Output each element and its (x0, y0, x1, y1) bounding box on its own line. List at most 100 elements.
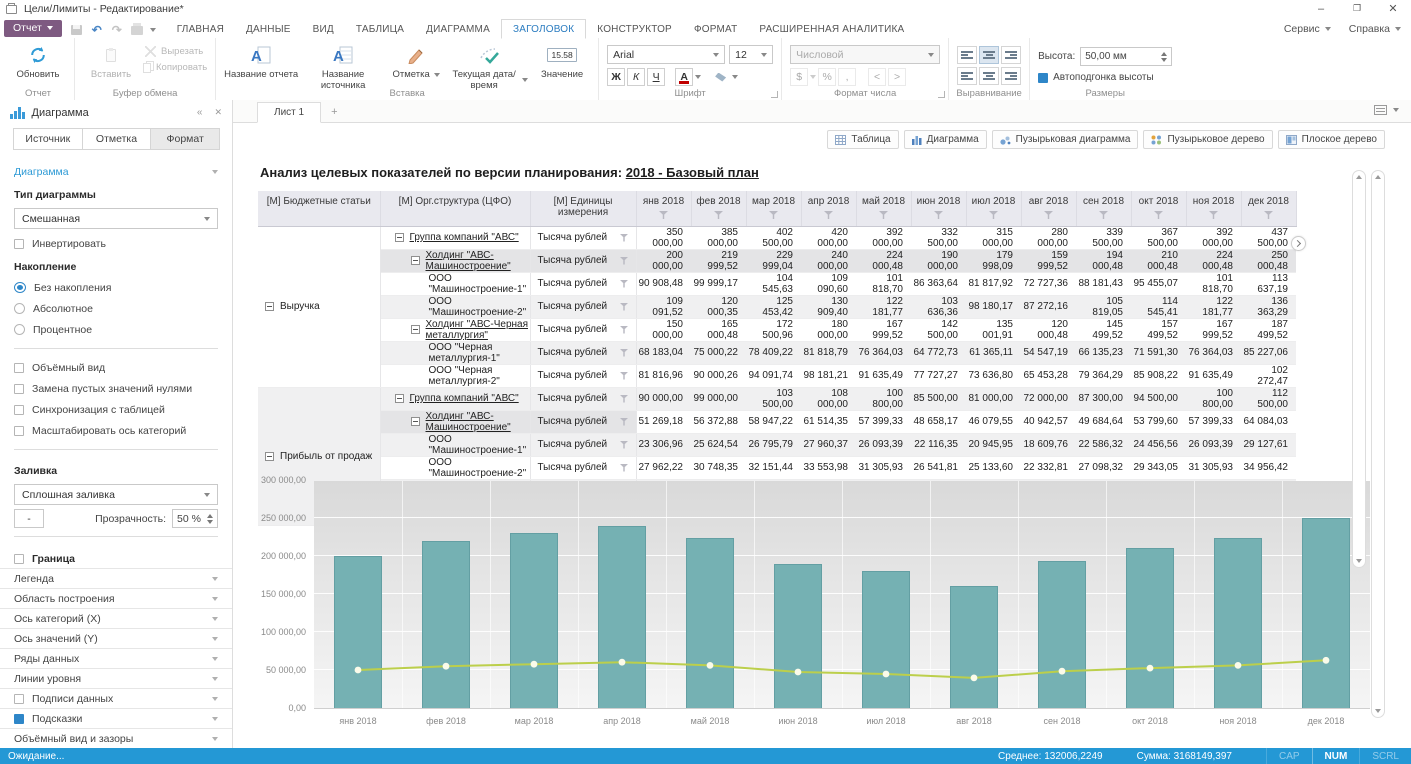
maximize-icon[interactable] (1339, 0, 1375, 17)
value-cell[interactable]: 100 800,00 (1186, 387, 1241, 411)
fill-color-picker[interactable]: - (14, 509, 44, 528)
option-checkbox[interactable] (14, 425, 24, 436)
value-cell[interactable]: 24 456,56 (1131, 433, 1186, 457)
value-cell[interactable]: 219 999,52 (691, 249, 746, 273)
org-structure-cell[interactable]: Холдинг "АВС-Черная металлургия" (380, 318, 531, 342)
value-cell[interactable]: 135 001,91 (966, 318, 1021, 342)
value-cell[interactable]: 81 000,00 (966, 387, 1021, 411)
view-button-chart[interactable]: Диаграмма (903, 130, 987, 149)
chevron-down-icon[interactable] (149, 28, 156, 32)
radio-option[interactable]: Абсолютное (0, 298, 232, 319)
value-cell[interactable]: 85 908,22 (1131, 364, 1186, 388)
value-button[interactable]: 15.58 Значение (534, 43, 590, 80)
value-cell[interactable]: 130 909,40 (801, 295, 856, 319)
value-cell[interactable]: 53 799,60 (1131, 410, 1186, 434)
line-series-point[interactable] (1234, 662, 1242, 669)
autofit-checkbox[interactable] (1038, 72, 1049, 83)
value-cell[interactable]: 210 000,48 (1131, 249, 1186, 273)
value-cell[interactable]: 87 272,16 (1021, 295, 1076, 319)
value-cell[interactable]: 190 000,00 (911, 249, 966, 273)
value-cell[interactable]: 90 000,26 (691, 364, 746, 388)
bar-series-point[interactable] (686, 537, 734, 708)
value-cell[interactable]: 167 999,52 (1186, 318, 1241, 342)
value-cell[interactable]: 87 300,00 (1076, 387, 1131, 411)
value-cell[interactable]: 32 151,44 (746, 456, 801, 480)
filter-icon[interactable] (619, 463, 629, 472)
ribbon-tab[interactable]: ДАННЫЕ (246, 24, 291, 35)
org-structure-cell[interactable]: ООО "Машиностроение-2" (380, 456, 531, 480)
group-expander-icon[interactable] (771, 91, 779, 98)
collapse-icon[interactable] (394, 233, 404, 242)
view-button-flat-tree[interactable]: Плоское дерево (1277, 130, 1385, 149)
service-menu[interactable]: Сервис (1284, 23, 1331, 35)
value-cell[interactable]: 157 499,52 (1131, 318, 1186, 342)
number-format-select[interactable]: Числовой (790, 45, 941, 64)
value-cell[interactable]: 120 000,35 (691, 295, 746, 319)
value-cell[interactable]: 79 364,29 (1076, 364, 1131, 388)
value-cell[interactable]: 85 227,06 (1241, 341, 1296, 365)
bar-series-point[interactable] (1126, 548, 1174, 708)
line-series-point[interactable] (618, 658, 626, 666)
value-cell[interactable]: 57 399,33 (856, 410, 911, 434)
value-cell[interactable]: 104 545,63 (746, 272, 801, 296)
print-button[interactable] (130, 22, 144, 36)
value-cell[interactable]: 75 000,22 (691, 341, 746, 365)
value-cell[interactable]: 72 000,00 (1021, 387, 1076, 411)
option-checkbox[interactable] (14, 362, 24, 373)
panel-section[interactable]: Ось значений (Y) (0, 628, 232, 648)
ribbon-tab[interactable]: РАСШИРЕННАЯ АНАЛИТИКА (759, 24, 905, 35)
filter-icon[interactable] (879, 211, 888, 219)
value-cell[interactable]: 105 819,05 (1076, 295, 1131, 319)
source-name-button[interactable]: A Название источника (304, 43, 382, 91)
value-cell[interactable]: 64 772,73 (911, 341, 966, 365)
org-structure-cell[interactable]: ООО "Машиностроение-2" (380, 295, 531, 319)
close-panel-icon[interactable] (214, 107, 222, 118)
option-checkbox[interactable] (14, 404, 24, 415)
value-cell[interactable]: 31 305,93 (856, 456, 911, 480)
bar-series-point[interactable] (598, 525, 646, 708)
value-cell[interactable]: 187 499,52 (1241, 318, 1296, 342)
org-structure-cell[interactable]: ООО "Машиностроение-1" (380, 433, 531, 457)
value-cell[interactable]: 165 000,48 (691, 318, 746, 342)
value-cell[interactable]: 250 000,48 (1241, 249, 1296, 273)
align-left-button[interactable] (957, 67, 978, 85)
option-checkbox-row[interactable]: Объёмный вид (0, 357, 232, 378)
unit-cell[interactable]: Тысяча рублей (530, 341, 637, 365)
value-cell[interactable]: 33 553,98 (801, 456, 856, 480)
value-cell[interactable]: 142 500,00 (911, 318, 966, 342)
value-cell[interactable]: 108 000,00 (801, 387, 856, 411)
save-button[interactable] (70, 24, 84, 36)
scroll-up-icon[interactable] (1373, 172, 1383, 182)
value-cell[interactable]: 58 947,22 (746, 410, 801, 434)
bar-series-point[interactable] (1038, 560, 1086, 708)
stepper-icon[interactable] (1161, 51, 1168, 62)
bar-series-point[interactable] (862, 571, 910, 708)
value-cell[interactable]: 88 181,43 (1076, 272, 1131, 296)
panel-section[interactable]: Линии уровня (0, 668, 232, 688)
value-cell[interactable]: 150 000,00 (635, 318, 691, 342)
filter-icon[interactable] (1209, 211, 1218, 219)
filter-icon[interactable] (619, 279, 629, 288)
filter-icon[interactable] (619, 233, 629, 242)
value-cell[interactable]: 20 945,95 (966, 433, 1021, 457)
value-cell[interactable]: 46 079,55 (966, 410, 1021, 434)
view-button-bubble-tree[interactable]: Пузырьковое дерево (1143, 130, 1273, 149)
value-cell[interactable]: 120 000,48 (1021, 318, 1076, 342)
value-cell[interactable]: 109 091,52 (635, 295, 691, 319)
sheet-tab[interactable]: Лист 1 (257, 102, 322, 123)
value-cell[interactable]: 57 399,33 (1186, 410, 1241, 434)
org-structure-cell[interactable]: Холдинг "АВС-Машиностроение" (380, 249, 531, 273)
value-cell[interactable]: 22 332,81 (1021, 456, 1076, 480)
collapse-icon[interactable] (410, 417, 420, 426)
month-column-header[interactable]: фев 2018 (691, 191, 747, 227)
panel-section[interactable]: Объёмный вид и зазоры (0, 728, 232, 748)
thousands-separator-button[interactable]: , (838, 68, 857, 86)
collapse-icon[interactable] (410, 325, 420, 334)
bar-series-point[interactable] (334, 556, 382, 708)
bar-series-point[interactable] (950, 586, 998, 708)
stepper-icon[interactable] (207, 513, 213, 524)
redo-button[interactable] (110, 24, 124, 36)
value-cell[interactable]: 22 586,32 (1076, 433, 1131, 457)
bar-series-point[interactable] (1302, 518, 1350, 708)
line-series-point[interactable] (882, 670, 890, 678)
